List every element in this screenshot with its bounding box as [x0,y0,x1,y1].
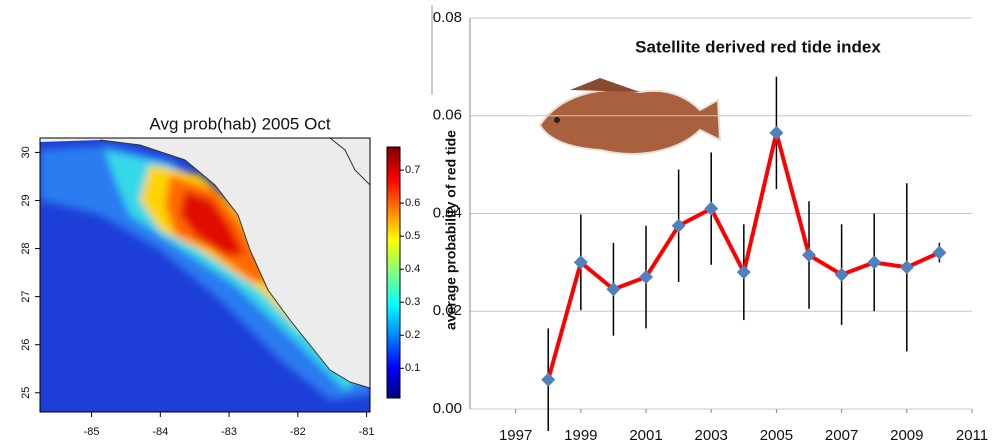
point [736,265,751,280]
y-tick-label: 0.08 [433,9,462,26]
colorbar-tick-label: 0.1 [405,362,420,374]
x-tick-label: 2011 [956,427,988,444]
colorbar-tick-label: 0.7 [405,164,420,176]
x-tick-label: 1999 [564,427,597,444]
colorbar-tick-label: 0.5 [405,230,420,242]
point [932,245,947,260]
chart-title: Satellite derived red tide index [635,37,881,56]
y-tick-label: 28 [20,242,32,254]
fish [538,78,722,155]
point [573,255,588,270]
point [541,372,556,387]
y-tick-label: 29 [20,194,32,206]
y-tick-label: 30 [20,146,32,158]
x-tick-label: 2003 [695,427,728,444]
x-tick-label: -82 [290,426,306,438]
x-tick-label: -81 [359,426,375,438]
point [639,270,654,285]
x-tick-label: -84 [152,426,168,438]
x-tick-label: 2001 [629,427,662,444]
x-tick-label: -83 [221,426,237,438]
y-tick-label: 26 [20,339,32,351]
point [867,255,882,270]
y-tick-label: 0.02 [433,302,462,319]
coastline [99,139,370,389]
x-tick-label: 1997 [499,427,532,444]
point [899,260,914,275]
colorbar-tick-label: 0.6 [405,197,420,209]
y-tick-label: 0.04 [433,204,462,221]
land [40,138,370,388]
x-tick-label: -85 [84,426,100,438]
colorbar-tick-label: 0.4 [405,263,420,275]
point [671,218,686,233]
map [40,138,370,412]
point [704,201,719,216]
point [606,282,621,297]
x-tick-label: 2005 [760,427,793,444]
coastline [329,138,370,186]
colorbar [386,146,401,399]
x-tick-label: 2007 [825,427,858,444]
colorbar-tick-label: 0.3 [405,296,420,308]
y-tick-label: 0.00 [433,400,462,417]
y-tick-label: 0.06 [433,107,462,124]
y-tick-label: 25 [20,387,32,399]
y-axis-label: average probability of red tide [443,130,459,330]
map-title: Avg prob(hab) 2005 Oct [149,114,330,133]
point [769,125,784,140]
x-tick-label: 2009 [890,427,923,444]
point [834,267,849,282]
map-frame [39,137,371,413]
y-tick-label: 27 [20,291,32,303]
point [802,248,817,263]
colorbar-tick-label: 0.2 [405,329,420,341]
